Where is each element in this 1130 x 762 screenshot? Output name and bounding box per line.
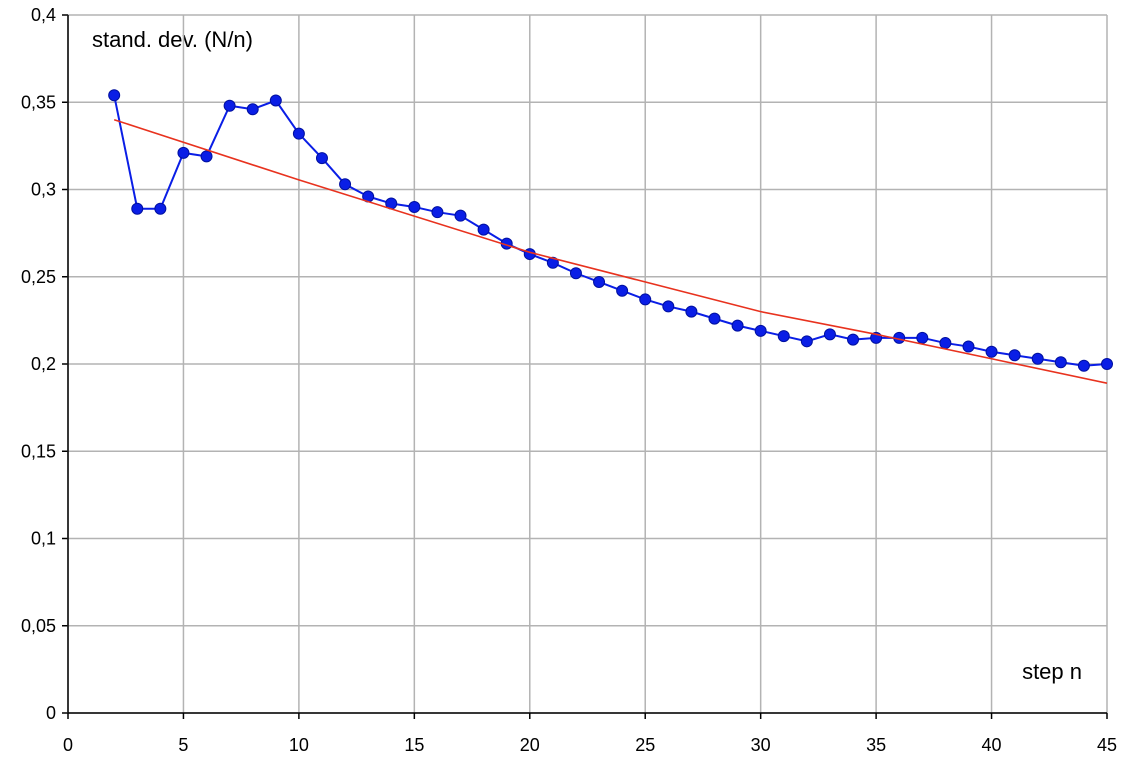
data-point <box>916 331 929 344</box>
data-point <box>569 267 582 280</box>
x-tick-label: 5 <box>178 735 188 755</box>
x-tick-label: 30 <box>751 735 771 755</box>
data-point <box>108 89 121 102</box>
y-tick-label: 0,25 <box>21 267 56 287</box>
data-point <box>800 335 813 348</box>
data-point <box>1008 349 1021 362</box>
x-tick-label: 45 <box>1097 735 1117 755</box>
y-tick-label: 0,35 <box>21 92 56 112</box>
data-point <box>454 209 467 222</box>
data-point <box>708 312 721 325</box>
data-point <box>223 99 236 112</box>
x-axis-label: step n <box>1022 659 1082 684</box>
data-point <box>477 223 490 236</box>
data-point <box>639 293 652 306</box>
data-point <box>1031 352 1044 365</box>
data-point <box>662 300 675 313</box>
data-point <box>246 103 259 116</box>
x-tick-label: 40 <box>982 735 1002 755</box>
data-point <box>754 324 767 337</box>
data-point <box>1077 359 1090 372</box>
y-tick-label: 0,15 <box>21 441 56 461</box>
data-point <box>847 333 860 346</box>
data-point <box>823 328 836 341</box>
data-point <box>985 345 998 358</box>
y-axis-label: stand. dev. (N/n) <box>92 27 253 52</box>
data-point <box>1101 358 1113 370</box>
y-tick-label: 0,2 <box>31 354 56 374</box>
x-tick-label: 10 <box>289 735 309 755</box>
y-tick-label: 0,1 <box>31 529 56 549</box>
data-point <box>131 202 144 215</box>
x-tick-label: 20 <box>520 735 540 755</box>
x-tick-label: 25 <box>635 735 655 755</box>
data-point <box>685 305 698 318</box>
y-tick-label: 0,05 <box>21 616 56 636</box>
data-point <box>339 178 352 191</box>
data-point <box>546 256 559 269</box>
data-point <box>177 146 190 159</box>
y-tick-label: 0,3 <box>31 180 56 200</box>
series-line <box>113 95 1108 367</box>
data-point <box>431 206 444 219</box>
series-line <box>113 118 1108 384</box>
data-point <box>269 94 282 107</box>
x-tick-label: 0 <box>63 735 73 755</box>
data-point <box>616 284 629 297</box>
data-point <box>593 275 606 288</box>
x-tick-label: 35 <box>866 735 886 755</box>
data-point <box>154 202 167 215</box>
data-point <box>315 152 328 165</box>
y-tick-label: 0 <box>46 703 56 723</box>
data-point <box>962 340 975 353</box>
data-point <box>731 319 744 332</box>
data-point <box>939 337 952 350</box>
x-tick-label: 15 <box>404 735 424 755</box>
data-point <box>292 127 305 140</box>
data-point <box>777 330 790 343</box>
data-point <box>1054 356 1067 369</box>
data-point <box>200 150 213 163</box>
y-tick-label: 0,4 <box>31 5 56 25</box>
data-point <box>408 200 421 213</box>
